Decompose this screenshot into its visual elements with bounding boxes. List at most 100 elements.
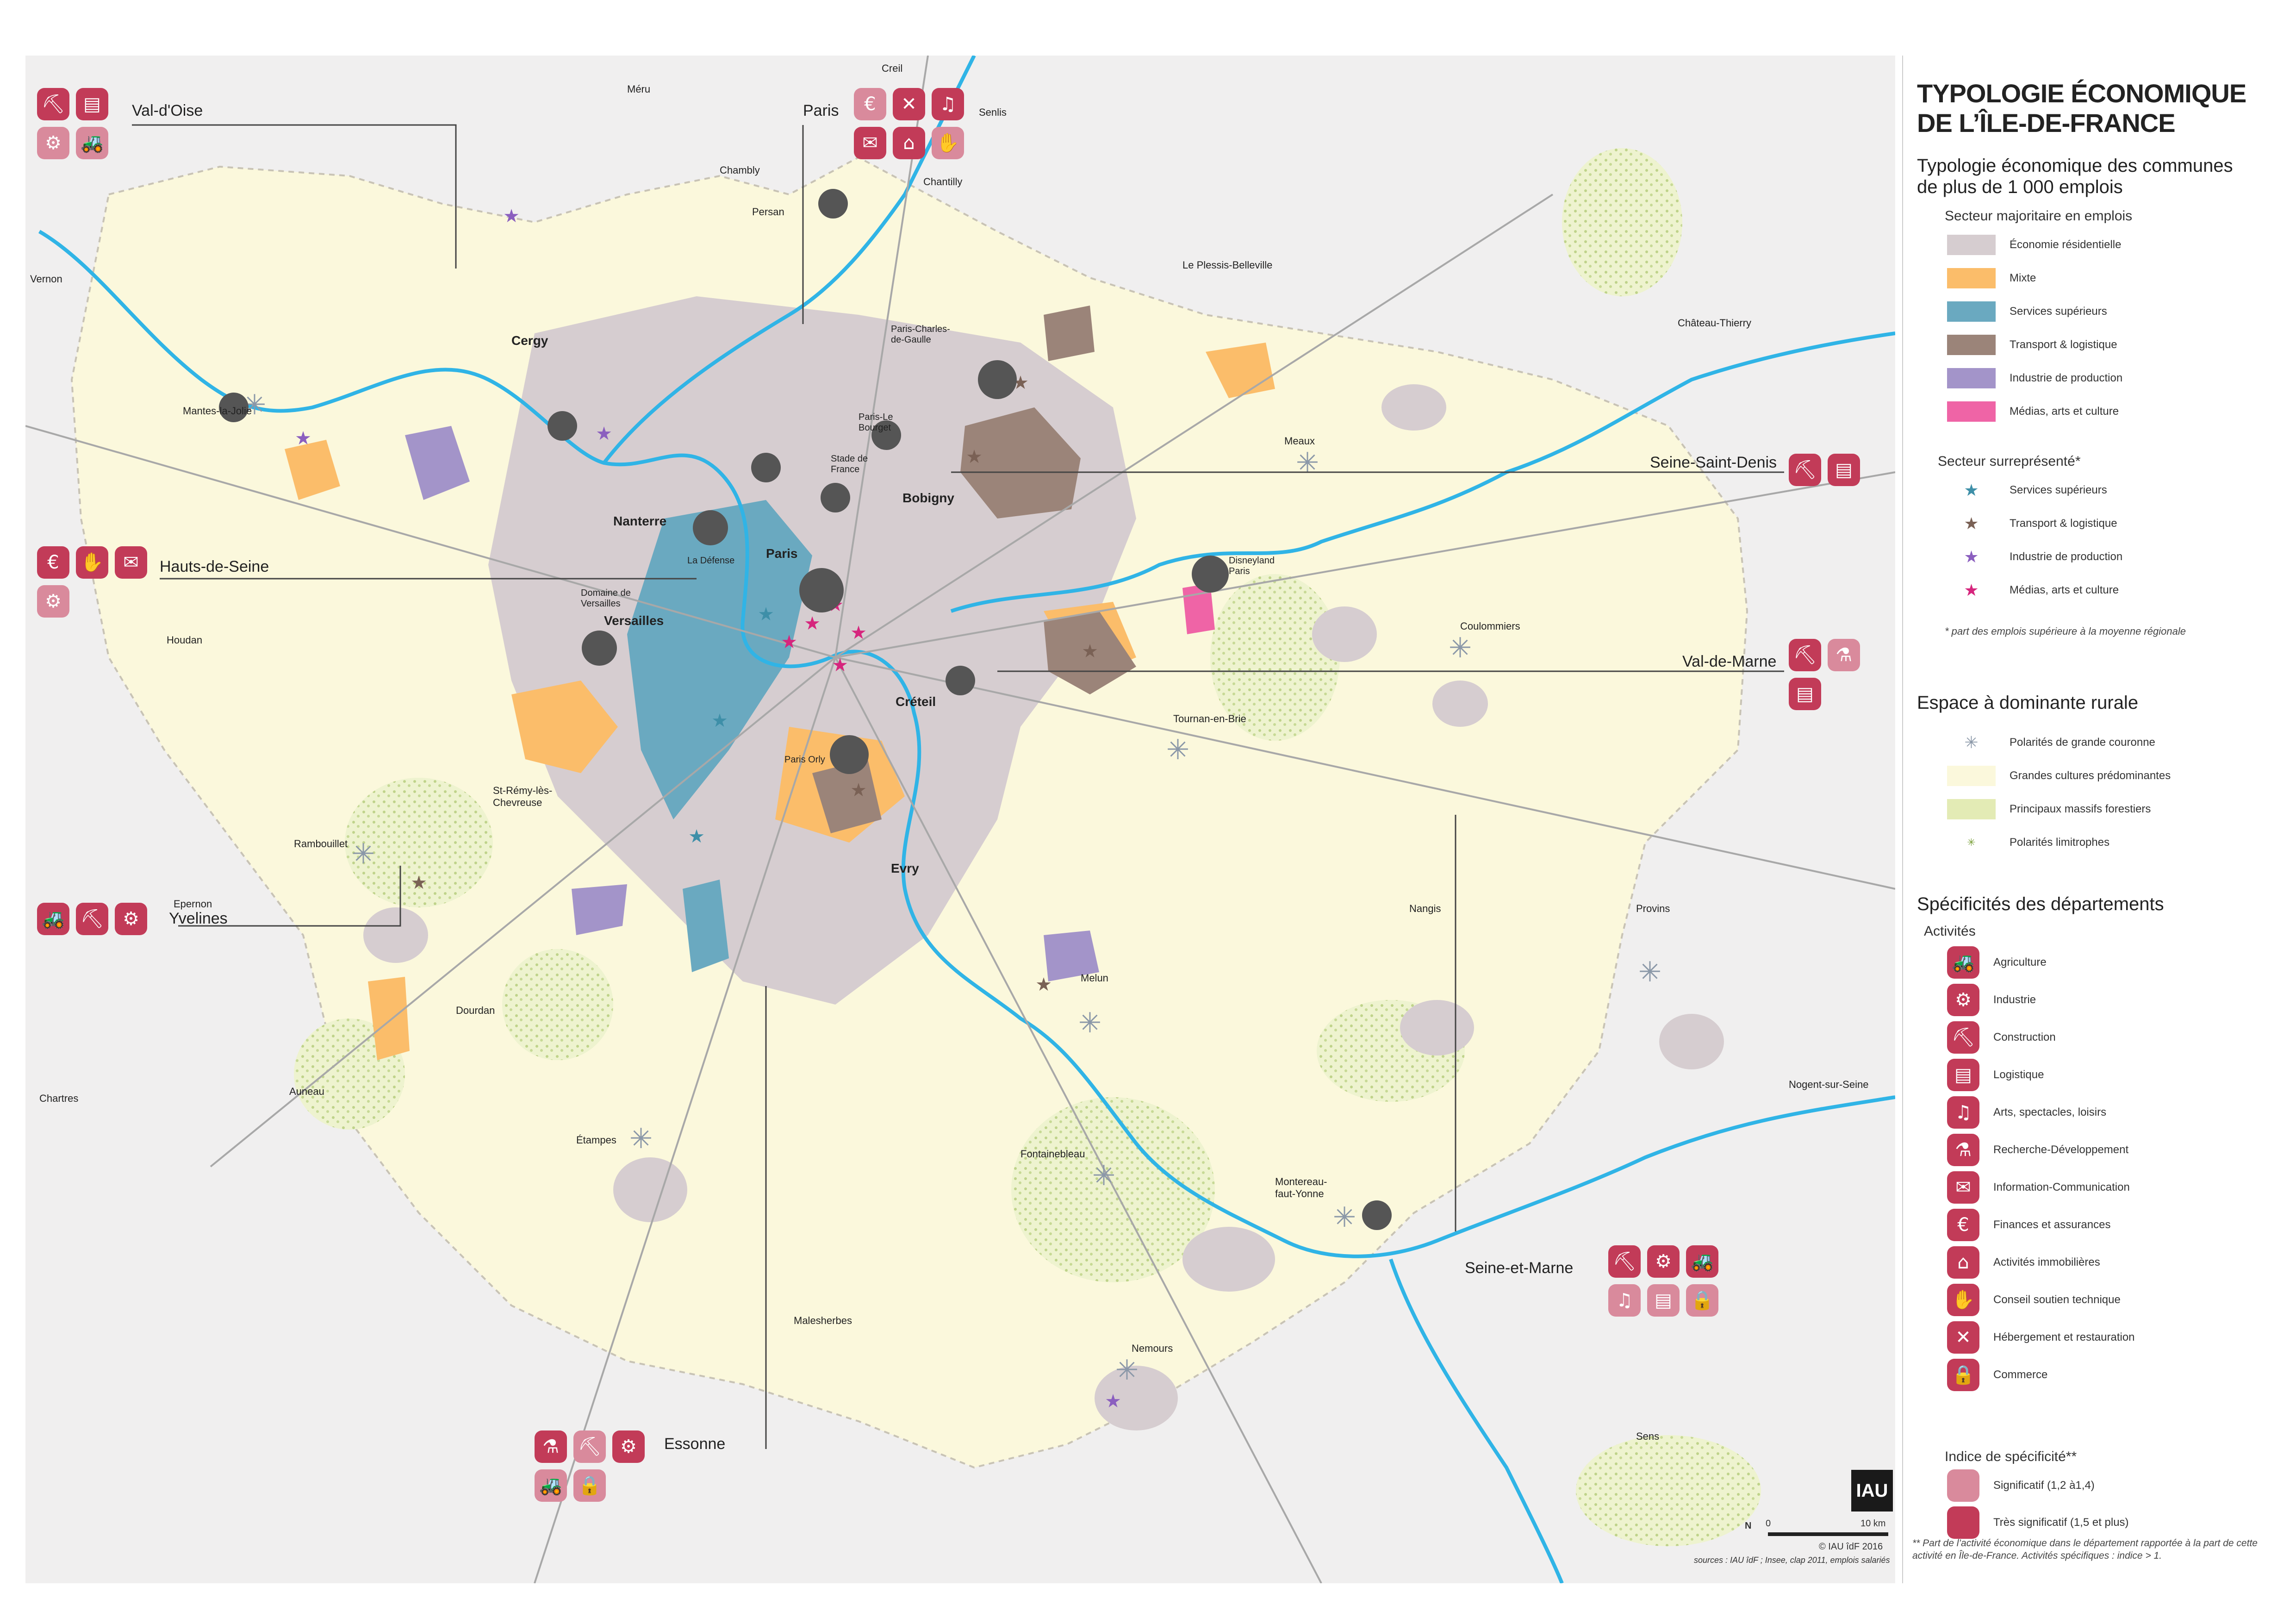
map-canvas: ★ ★ ★ ★ ★ ★ ★ ★ ★ ★ ★ ★ ★ ★ ★ ★ ★ ★ ✳ ✳ … bbox=[25, 56, 1895, 1583]
legend-activity-item: ⛏ Construction bbox=[1947, 1021, 2056, 1054]
container-icon: ▤ bbox=[1789, 678, 1821, 710]
legend-activity-item: € Finances et assurances bbox=[1947, 1209, 2111, 1241]
polarity-icon: ✳ bbox=[1166, 734, 1189, 766]
zone-residential bbox=[1312, 606, 1377, 662]
place-label: Château-Thierry bbox=[1678, 317, 1751, 329]
polarity-icon: ✳ bbox=[1333, 1201, 1356, 1234]
services-star: ★ bbox=[688, 826, 705, 847]
place-label: Provins bbox=[1636, 903, 1670, 914]
legend-typology-heading: Typologie économique des communes de plu… bbox=[1917, 156, 2233, 197]
zone-mixed bbox=[368, 977, 410, 1060]
coins-icon: € bbox=[37, 546, 69, 579]
zone-residential bbox=[1182, 1227, 1275, 1292]
dept-panel-val-doise: ⛏ ▤ ⚙ 🚜 bbox=[37, 88, 108, 159]
legend-label: Hébergement et restauration bbox=[1993, 1331, 2135, 1343]
place-label: Epernon bbox=[174, 898, 212, 910]
transport-star: ★ bbox=[411, 872, 427, 893]
scale-start: 0 bbox=[1766, 1518, 1771, 1529]
place-label: Versailles bbox=[604, 613, 664, 628]
stage-icon: ♫ bbox=[1947, 1096, 1979, 1129]
legend-label: Activités immobilières bbox=[1993, 1256, 2100, 1268]
place-label: Senlis bbox=[979, 106, 1007, 118]
stage-icon: ♫ bbox=[932, 88, 964, 120]
airport-icon bbox=[978, 360, 1017, 399]
tractor-icon: 🚜 bbox=[535, 1469, 567, 1502]
handshake-icon: ✋ bbox=[1947, 1284, 1979, 1316]
zone-services bbox=[627, 500, 812, 819]
legend-rural-item: ✳ Polarités limitrophes bbox=[1947, 831, 2109, 854]
place-label: Nemours bbox=[1132, 1343, 1173, 1354]
zone-transport bbox=[1044, 611, 1136, 694]
legend-label: Finances et assurances bbox=[1993, 1218, 2111, 1231]
legend-activity-item: ▤ Logistique bbox=[1947, 1059, 2044, 1091]
coins-icon: € bbox=[1947, 1209, 1979, 1241]
place-label: Melun bbox=[1081, 972, 1108, 984]
star-icon: ★ bbox=[1964, 514, 1979, 533]
star-icon: ★ bbox=[1964, 481, 1979, 500]
castle-icon bbox=[1192, 556, 1229, 593]
transport-star: ★ bbox=[966, 446, 983, 468]
dept-icon-row: 🚜 ⛏ ⚙ bbox=[37, 903, 147, 935]
transport-star: ★ bbox=[1082, 641, 1098, 662]
legend-over-item: ★ Transport & logistique bbox=[1947, 512, 2117, 535]
place-label: Disneyland Paris bbox=[1229, 556, 1275, 576]
legend-index-note: ** Part de l’activité économique dans le… bbox=[1912, 1538, 2258, 1562]
container-icon: ▤ bbox=[76, 88, 108, 120]
zone-industry bbox=[1044, 931, 1099, 981]
place-label: Sens bbox=[1636, 1430, 1660, 1442]
place-label: Persan bbox=[752, 206, 784, 218]
dept-icon-row: ⛏ ⚗ bbox=[1789, 639, 1860, 671]
legend-label: Industrie bbox=[1993, 993, 2036, 1006]
transport-star: ★ bbox=[850, 780, 867, 801]
gear-icon: ⚙ bbox=[1947, 984, 1979, 1016]
legend-label: Mixte bbox=[2010, 272, 2036, 284]
polarity-icon: ✳ bbox=[1115, 1354, 1139, 1387]
forest-area bbox=[345, 778, 493, 907]
legend-over-note: * part des emplois supérieure à la moyen… bbox=[1945, 625, 2186, 637]
legend-majority-item: Médias, arts et culture bbox=[1947, 400, 2119, 423]
place-label: Nanterre bbox=[613, 514, 667, 528]
dept-name-essonne: Essonne bbox=[664, 1435, 726, 1453]
handshake-icon: ✋ bbox=[932, 127, 964, 159]
dept-panel-essonne: ⚗ ⛏ ⚙ 🚜 🔒 bbox=[535, 1430, 645, 1502]
legend-label: Polarités limitrophes bbox=[2010, 836, 2110, 849]
road-network bbox=[25, 56, 1895, 1583]
dept-name-val-doise: Val-d'Oise bbox=[132, 102, 203, 119]
zone-services bbox=[683, 880, 729, 972]
polarities: ✳ ✳ ✳ ✳ ✳ ✳ ✳ ✳ ✳ ✳ ✳ bbox=[243, 389, 1661, 1387]
polarity-icon: ✳ bbox=[1092, 1160, 1115, 1192]
media-star: ★ bbox=[781, 631, 797, 653]
legend-label: Grandes cultures prédominantes bbox=[2010, 769, 2171, 782]
place-label: Le Plessis-Belleville bbox=[1182, 259, 1273, 271]
marne-river bbox=[950, 331, 1895, 613]
legend-majority-item: Économie résidentielle bbox=[1947, 234, 2121, 256]
legend-swatch bbox=[1947, 1469, 1979, 1502]
dept-name-val-de-marne: Val-de-Marne bbox=[1682, 653, 1777, 670]
legend-rural-item: Principaux massifs forestiers bbox=[1947, 798, 2151, 820]
copyright: © IAU îdF 2016 bbox=[1819, 1542, 1883, 1552]
place-label: Malesherbes bbox=[794, 1315, 852, 1326]
place-label: Tournan-en-Brie bbox=[1173, 713, 1246, 725]
yonne-river bbox=[1389, 1258, 1564, 1583]
north-arrow: N bbox=[1745, 1521, 1752, 1531]
sources: sources : IAU îdF ; Insee, clap 2011, em… bbox=[1694, 1555, 1890, 1565]
map-area[interactable]: ★ ★ ★ ★ ★ ★ ★ ★ ★ ★ ★ ★ ★ ★ ★ ★ ★ ★ ✳ ✳ … bbox=[25, 56, 1895, 1583]
anchor-icon bbox=[1362, 1200, 1392, 1230]
leader-lines bbox=[132, 124, 1784, 1449]
forest-area bbox=[502, 949, 613, 1060]
dept-name-hauts-de-seine: Hauts-de-Seine bbox=[160, 558, 269, 575]
star-icon: ★ bbox=[1964, 581, 1979, 600]
dept-panel-val-de-marne: ⛏ ⚗ ▤ bbox=[1789, 639, 1860, 710]
speech-icon: ✉ bbox=[1947, 1171, 1979, 1204]
legend-index-item: Très significatif (1,5 et plus) bbox=[1947, 1506, 2129, 1539]
excavator-icon: ⛏ bbox=[1789, 454, 1821, 486]
map-title: TYPOLOGIE ÉCONOMIQUE DE L’ÎLE-DE-FRANCE bbox=[1917, 79, 2246, 138]
legend-activity-item: ✕ Hébergement et restauration bbox=[1947, 1321, 2135, 1354]
dept-icon-row: ⛏ ▤ bbox=[37, 88, 108, 120]
coins-icon: € bbox=[854, 88, 886, 120]
legend-activity-item: 🔒 Commerce bbox=[1947, 1359, 2047, 1391]
place-label: La Défense bbox=[687, 556, 735, 566]
legend-label: Principaux massifs forestiers bbox=[2010, 803, 2151, 815]
industry-star: ★ bbox=[503, 206, 520, 227]
zone-residential bbox=[1095, 1366, 1178, 1430]
